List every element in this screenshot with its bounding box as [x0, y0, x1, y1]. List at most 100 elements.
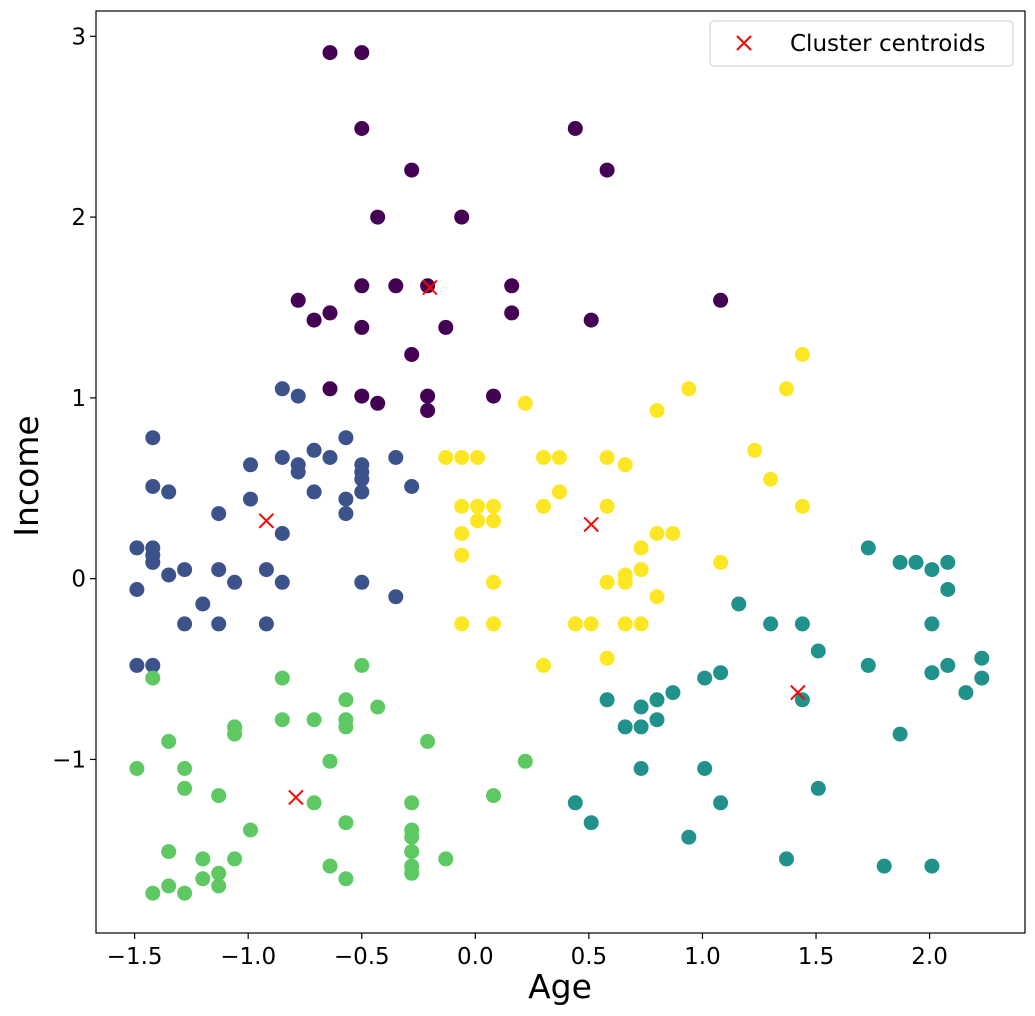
- cluster-0-point: [354, 319, 370, 335]
- cluster-4-point: [681, 381, 697, 397]
- cluster-4-point: [454, 547, 470, 563]
- cluster-2-point: [617, 719, 633, 735]
- cluster-2-point: [860, 540, 876, 556]
- cluster-1-point: [211, 562, 227, 578]
- cluster-3-point: [322, 753, 338, 769]
- cluster-4-point: [486, 513, 501, 529]
- cluster-3-point: [370, 699, 386, 715]
- cluster-3-point: [306, 795, 322, 811]
- cluster-3-point: [404, 865, 420, 881]
- cluster-0-point: [599, 162, 615, 178]
- cluster-3-point: [322, 858, 338, 874]
- cluster-1-point: [243, 491, 258, 507]
- cluster-2-point: [940, 582, 956, 597]
- cluster-2-point: [649, 712, 665, 728]
- cluster-1-point: [290, 464, 306, 480]
- cluster-3-point: [274, 712, 290, 728]
- cluster-1-point: [195, 596, 211, 612]
- cluster-2-point: [794, 692, 810, 708]
- legend-label-cluster-centroids: Cluster centroids: [790, 31, 985, 57]
- cluster-4-point: [438, 450, 454, 465]
- cluster-1-point: [145, 554, 161, 570]
- cluster-4-point: [551, 450, 567, 465]
- cluster-4-point: [617, 457, 633, 473]
- cluster-4-point: [617, 616, 633, 632]
- cluster-4-point: [794, 347, 810, 362]
- cluster-2-point: [713, 795, 729, 811]
- cluster-2-point: [633, 699, 649, 715]
- cluster-4-point: [617, 574, 633, 590]
- cluster-4-point: [583, 616, 599, 632]
- cluster-3-point: [274, 670, 290, 686]
- cluster-1-point: [227, 574, 243, 590]
- cluster-0-point: [306, 312, 322, 328]
- cluster-4-point: [470, 450, 486, 465]
- cluster-3-point: [211, 788, 227, 804]
- x-tick-label: 0.0: [457, 944, 494, 970]
- cluster-4-point: [536, 450, 551, 465]
- cluster-1-point: [129, 582, 145, 597]
- cluster-0-point: [370, 395, 386, 411]
- x-tick-label: 2.0: [911, 944, 948, 970]
- cluster-1-point: [258, 616, 274, 632]
- cluster-1-point: [211, 506, 227, 522]
- cluster-3-point: [161, 878, 177, 894]
- x-tick-label: −0.5: [334, 944, 390, 970]
- cluster-1-point: [338, 491, 354, 507]
- cluster-4-point: [794, 498, 810, 514]
- legend: Cluster centroids: [709, 20, 1014, 67]
- cluster-2-point: [794, 616, 810, 632]
- cluster-0-point: [354, 45, 370, 61]
- cluster-1-point: [211, 616, 227, 632]
- cluster-4-point: [517, 395, 533, 411]
- cluster-4-point: [649, 526, 665, 541]
- cluster-4-point: [599, 498, 615, 514]
- y-tick-label: −1: [52, 747, 86, 773]
- cluster-1-point: [354, 574, 370, 590]
- y-tick-label: 2: [71, 205, 86, 231]
- cluster-4-point: [536, 657, 551, 673]
- cluster-1-point: [290, 388, 306, 404]
- cluster-2-point: [958, 685, 974, 701]
- cluster-1-point: [177, 616, 193, 632]
- cluster-1-point: [274, 526, 290, 541]
- cluster-3-point: [404, 829, 420, 845]
- cluster-2-point: [924, 616, 940, 632]
- cluster-2-point: [779, 851, 794, 867]
- cluster-4-point: [470, 513, 486, 529]
- cluster-3-point: [338, 719, 354, 735]
- cluster-3-point: [404, 844, 420, 860]
- cluster-4-point: [599, 450, 615, 465]
- cluster-4-point: [713, 554, 729, 570]
- cluster-2-point: [681, 829, 697, 845]
- cluster-0-point: [486, 388, 501, 404]
- cluster-2-point: [567, 795, 583, 811]
- cluster-3-point: [195, 851, 211, 867]
- cluster-1-point: [404, 479, 420, 494]
- centroid-marker: [790, 684, 806, 701]
- cluster-3-point: [145, 885, 161, 901]
- cluster-1-point: [161, 567, 177, 583]
- cluster-1-point: [161, 484, 177, 500]
- cluster-3-point: [306, 712, 322, 728]
- cluster-3-point: [177, 761, 193, 776]
- cluster-2-point: [924, 562, 940, 578]
- centroid-marker: [258, 513, 275, 529]
- cluster-0-point: [454, 209, 470, 225]
- cluster-2-point: [892, 726, 908, 742]
- cluster-1-point: [258, 562, 274, 578]
- cluster-0-point: [322, 305, 338, 321]
- cluster-4-point: [763, 471, 779, 487]
- cluster-3-point: [354, 657, 370, 673]
- cluster-4-point: [551, 484, 567, 500]
- cluster-2-point: [731, 596, 747, 612]
- cluster-4-point: [633, 540, 649, 556]
- cluster-0-point: [567, 121, 583, 136]
- cluster-0-point: [388, 278, 404, 294]
- cluster-2-point: [713, 665, 729, 681]
- cluster-2-point: [876, 858, 892, 874]
- cluster-centroids: [258, 279, 806, 806]
- cluster-2-point: [649, 692, 665, 708]
- cluster-1-point: [354, 484, 370, 500]
